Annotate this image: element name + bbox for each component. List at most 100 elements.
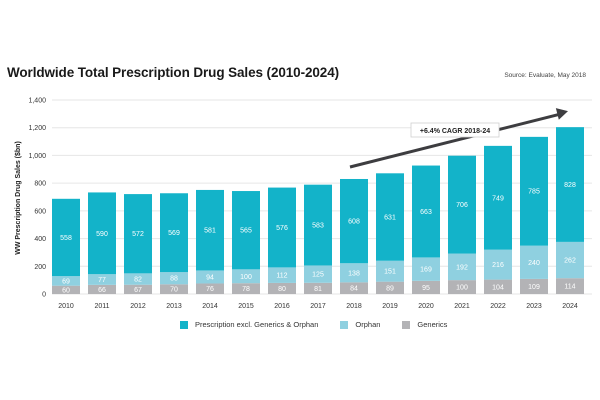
value-label-prescription: 608 (348, 219, 360, 226)
y-tick-label: 400 (34, 236, 46, 243)
cagr-label: +6.4% CAGR 2018-24 (420, 128, 490, 135)
legend-label: Generics (417, 320, 448, 329)
x-tick-label: 2023 (526, 303, 542, 310)
bar-segment-generics (340, 282, 368, 294)
bar-segment-generics (304, 282, 332, 294)
value-label-orphan: 94 (206, 274, 214, 281)
bar-segment-orphan (376, 260, 404, 282)
bar-segment-generics (520, 278, 548, 294)
x-tick-label: 2010 (58, 303, 74, 310)
legend-item-orphan[interactable]: Orphan (340, 320, 380, 329)
bar-segment-orphan (160, 272, 188, 285)
value-label-generics: 81 (314, 286, 322, 293)
value-label-orphan: 125 (312, 272, 324, 279)
bar-segment-prescription (232, 191, 260, 270)
bar-segment-prescription (412, 165, 440, 258)
bar-segment-orphan (304, 265, 332, 283)
bar-segment-orphan (340, 263, 368, 283)
cagr-label-box (410, 122, 500, 138)
bar-segment-generics (556, 278, 584, 294)
x-tick-label: 2019 (382, 303, 398, 310)
bar-segment-generics (124, 284, 152, 294)
bars: 60 69 558 66 77 590 67 82 572 70 88 569 76 94 581 78 100… (52, 127, 584, 294)
bar-segment-generics (376, 281, 404, 294)
chart-title: Worldwide Total Prescription Drug Sales … (7, 65, 339, 80)
y-tick-label: 1,000 (28, 153, 46, 160)
bar-segment-generics (412, 280, 440, 294)
legend-label: Prescription excl. Generics & Orphan (195, 320, 319, 329)
bar-segment-generics (448, 280, 476, 294)
value-label-prescription: 663 (420, 209, 432, 216)
bar-segment-prescription (556, 127, 584, 242)
value-label-prescription: 558 (60, 235, 72, 242)
bar-segment-orphan (268, 267, 296, 283)
x-tick-label: 2021 (454, 303, 470, 310)
y-axis-ticks: 0 200 400 600 800 1,000 1,200 1,400 (28, 98, 46, 299)
bar-segment-generics (484, 279, 512, 294)
cagr-arrow-head (555, 108, 568, 120)
value-label-generics: 100 (456, 285, 468, 292)
bar-segment-prescription (268, 187, 296, 268)
legend-item-prescription[interactable]: Prescription excl. Generics & Orphan (180, 320, 318, 329)
value-label-generics: 67 (134, 287, 142, 294)
value-label-prescription: 631 (384, 215, 396, 222)
y-tick-label: 200 (34, 264, 46, 271)
cagr-arrow-line (349, 112, 561, 169)
bar-segment-generics (232, 283, 260, 294)
x-tick-label: 2024 (562, 303, 578, 310)
value-label-orphan: 82 (134, 277, 142, 284)
x-tick-label: 2011 (94, 303, 109, 310)
legend-swatch-prescription (180, 320, 188, 329)
x-tick-label: 2014 (202, 303, 218, 310)
x-tick-label: 2020 (418, 303, 434, 310)
bar-segment-orphan (52, 276, 80, 286)
value-label-prescription: 581 (204, 228, 216, 235)
bar-segment-prescription (124, 194, 152, 274)
x-tick-label: 2016 (274, 303, 290, 310)
bar-segment-orphan (520, 245, 548, 279)
value-label-prescription: 749 (492, 195, 504, 202)
y-tick-label: 600 (34, 208, 46, 215)
bar-segment-orphan (412, 257, 440, 281)
x-tick-label: 2022 (490, 303, 506, 310)
value-label-orphan: 112 (276, 273, 287, 280)
value-label-generics: 114 (564, 284, 575, 291)
bar-segment-prescription (484, 145, 512, 250)
bar-segment-orphan (556, 241, 584, 279)
y-axis-label: WW Prescription Drug Sales ($bn) (15, 141, 22, 255)
bar-segment-orphan (232, 269, 260, 284)
value-label-orphan: 88 (170, 276, 178, 283)
x-tick-label: 2018 (346, 303, 362, 310)
value-label-prescription: 576 (276, 225, 288, 232)
value-label-generics: 60 (62, 287, 70, 294)
bar-segment-orphan (484, 249, 512, 280)
value-label-prescription: 828 (564, 182, 576, 189)
cagr-annotation: +6.4% CAGR 2018-24 (349, 108, 568, 169)
value-label-orphan: 138 (348, 270, 360, 277)
bar-segment-prescription (448, 155, 476, 254)
value-label-generics: 78 (242, 286, 250, 293)
bar-segment-orphan (196, 270, 224, 284)
value-label-prescription: 785 (528, 189, 540, 196)
bar-segment-orphan (448, 253, 476, 281)
value-label-generics: 104 (492, 284, 504, 291)
x-tick-label: 2015 (238, 303, 254, 310)
bar-segment-generics (268, 282, 296, 294)
value-label-orphan: 100 (240, 274, 252, 281)
value-label-prescription: 572 (132, 231, 144, 238)
legend-label: Orphan (355, 320, 381, 329)
x-tick-label: 2017 (310, 303, 326, 310)
bar-segment-prescription (196, 189, 224, 271)
legend-item-generics[interactable]: Generics (402, 320, 447, 329)
source-note: Source: Evaluate, May 2018 (504, 72, 586, 79)
bar-segment-generics (160, 284, 188, 294)
bar-segment-prescription (88, 192, 116, 275)
x-axis-ticks: 2010 2011 2012 2013 2014 2015 2016 2017 2018 2019… (58, 303, 578, 310)
bar-segment-prescription (304, 184, 332, 266)
bar-segment-prescription (340, 178, 368, 264)
y-tick-label: 1,400 (28, 98, 46, 105)
y-tick-label: 0 (42, 292, 46, 299)
value-label-orphan: 169 (420, 267, 432, 274)
value-label-generics: 84 (350, 286, 358, 293)
value-label-generics: 76 (206, 286, 214, 293)
